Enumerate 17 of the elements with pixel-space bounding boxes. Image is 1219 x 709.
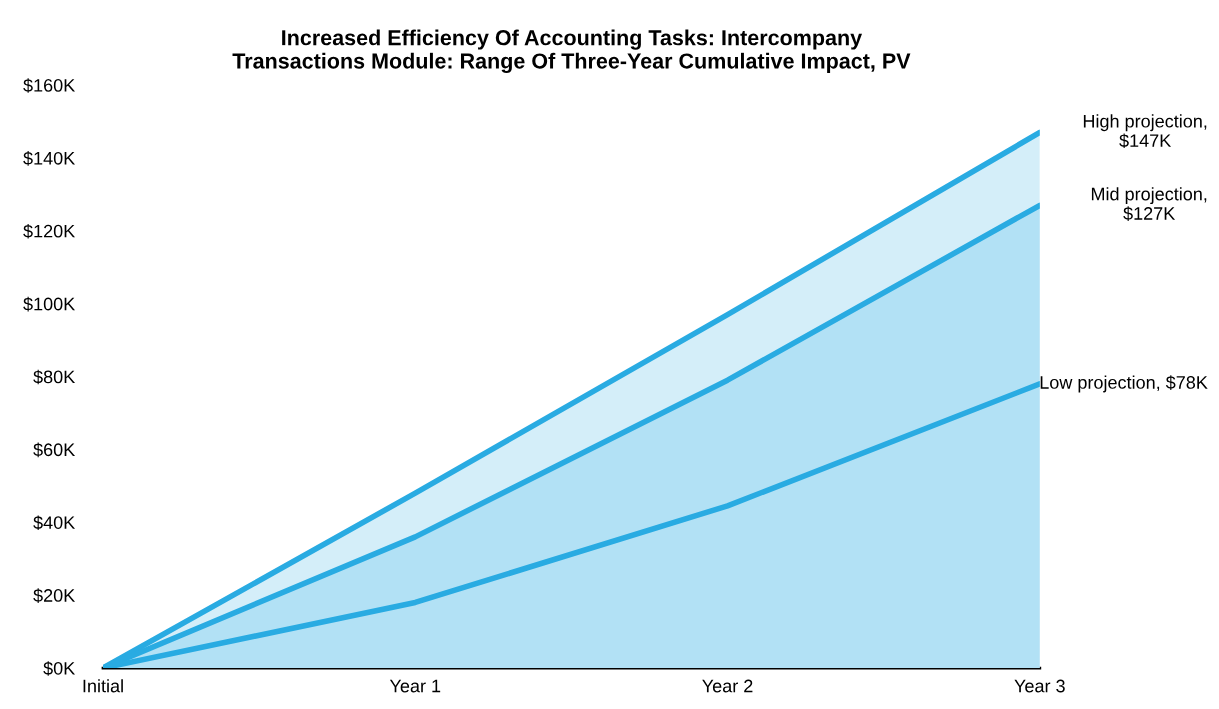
y-tick-label: $100K [23,296,76,312]
y-tick-label: $160K [23,78,76,93]
chart-title: Increased Efficiency Of Accounting Tasks: Intercompany Transactions Module: Range Of Three-Year Cumulative Impact, PV [232,29,911,73]
annotation: Low projection, $78K [1040,375,1208,393]
y-tick-label: $120K [23,223,76,239]
x-tick-label: Year 2 [702,679,753,693]
x-tick-label: Initial [83,679,123,693]
annotation: Mid projection, $127K [1091,187,1207,221]
y-tick-label: $0K [43,661,76,676]
y-tick-label: $40K [33,515,76,531]
x-tick-label: Year 3 [1014,679,1065,693]
y-tick-label: $80K [33,369,76,385]
y-tick-label: $140K [23,151,76,166]
annotation: High projection, $147K [1083,114,1207,149]
y-tick-label: $20K [33,588,76,603]
x-tick-label: Year 1 [389,679,441,693]
y-tick-label: $60K [33,442,76,458]
